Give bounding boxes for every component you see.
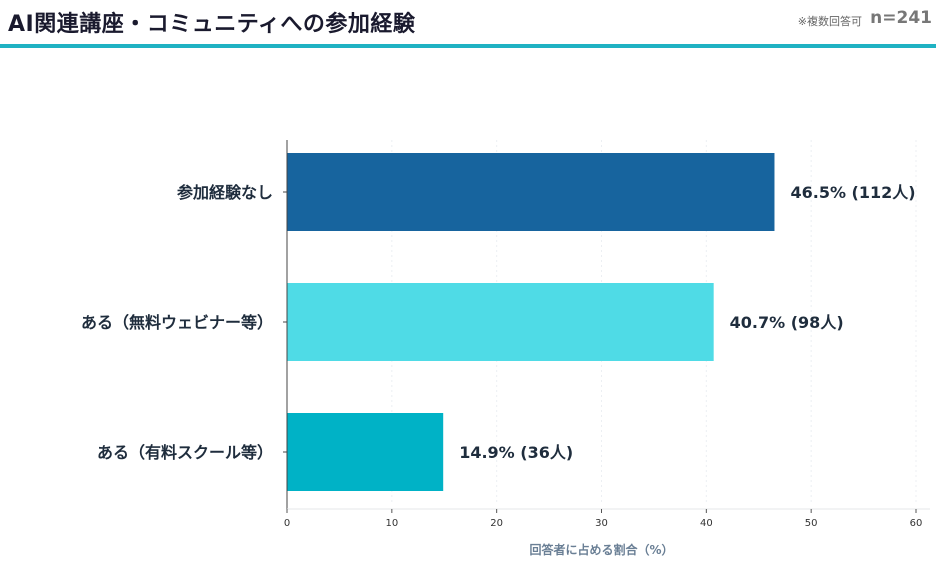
x-tick-label: 60	[910, 518, 923, 529]
bar	[287, 283, 714, 361]
bar	[287, 153, 775, 231]
data-label: 14.9% (36人)	[459, 443, 573, 462]
multiple-answers-note: ※複数回答可	[797, 15, 862, 28]
x-tick-label: 30	[595, 518, 608, 529]
sample-size-label: n=241	[870, 8, 932, 28]
category-label: ある（無料ウェビナー等）	[81, 313, 273, 332]
category-label: 参加経験なし	[177, 183, 273, 202]
chart-title: AI関連講座・コミュニティへの参加経験	[8, 12, 416, 37]
x-tick-label: 40	[700, 518, 713, 529]
x-tick-label: 20	[490, 518, 503, 529]
bar	[287, 413, 444, 491]
x-tick-label: 10	[385, 518, 398, 529]
category-label: ある（有料スクール等）	[97, 443, 273, 462]
header-rule	[0, 44, 936, 48]
data-label: 40.7% (98人)	[730, 313, 844, 332]
x-tick-label: 50	[805, 518, 818, 529]
x-tick-label: 0	[284, 518, 290, 529]
data-label: 46.5% (112人)	[790, 183, 915, 202]
x-axis-title: 回答者に占める割合（%）	[529, 542, 673, 557]
chart-header: AI関連講座・コミュニティへの参加経験 ※複数回答可 n=241	[0, 0, 940, 50]
